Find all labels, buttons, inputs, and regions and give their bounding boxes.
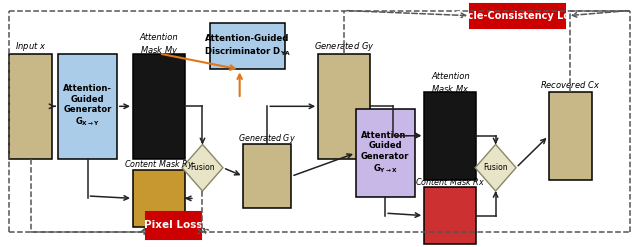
FancyBboxPatch shape [470,4,564,28]
Text: Attention-
Guided
Generator
$\mathbf{G_{Y\rightarrow X}}$: Attention- Guided Generator $\mathbf{G_{… [360,131,410,175]
Text: Content Mask $Rx$: Content Mask $Rx$ [415,176,485,187]
Text: Pixel Loss: Pixel Loss [144,220,203,230]
Polygon shape [182,144,223,191]
FancyBboxPatch shape [424,187,476,244]
FancyBboxPatch shape [243,144,291,208]
Text: Attention
Mask $My$: Attention Mask $My$ [140,33,179,57]
Text: Cycle-Consistency Loss: Cycle-Consistency Loss [454,11,581,21]
Text: Generated $Gy$: Generated $Gy$ [238,132,296,145]
Text: Recovered $Cx$: Recovered $Cx$ [540,79,600,90]
Text: Content Mask $Ry$: Content Mask $Ry$ [124,158,194,170]
FancyBboxPatch shape [548,92,592,180]
Text: Fusion: Fusion [483,163,508,172]
FancyBboxPatch shape [133,54,185,159]
Text: Generated $Gy$: Generated $Gy$ [314,40,374,53]
FancyBboxPatch shape [209,23,285,69]
FancyBboxPatch shape [424,92,476,180]
FancyBboxPatch shape [356,109,415,197]
Text: Attention-Guided
Discriminator $\mathbf{D_{YA}}$: Attention-Guided Discriminator $\mathbf{… [204,35,291,58]
Text: Attention-
Guided
Generator
$\mathbf{G_{X\rightarrow Y}}$: Attention- Guided Generator $\mathbf{G_{… [63,84,112,128]
Text: Attention
Mask $Mx$: Attention Mask $Mx$ [431,72,470,94]
FancyBboxPatch shape [147,212,200,239]
Text: Fusion: Fusion [190,163,215,172]
FancyBboxPatch shape [133,170,185,227]
FancyBboxPatch shape [318,54,371,159]
Text: Input $x$: Input $x$ [15,40,46,53]
Polygon shape [475,144,516,191]
FancyBboxPatch shape [9,54,52,159]
FancyBboxPatch shape [58,54,117,159]
